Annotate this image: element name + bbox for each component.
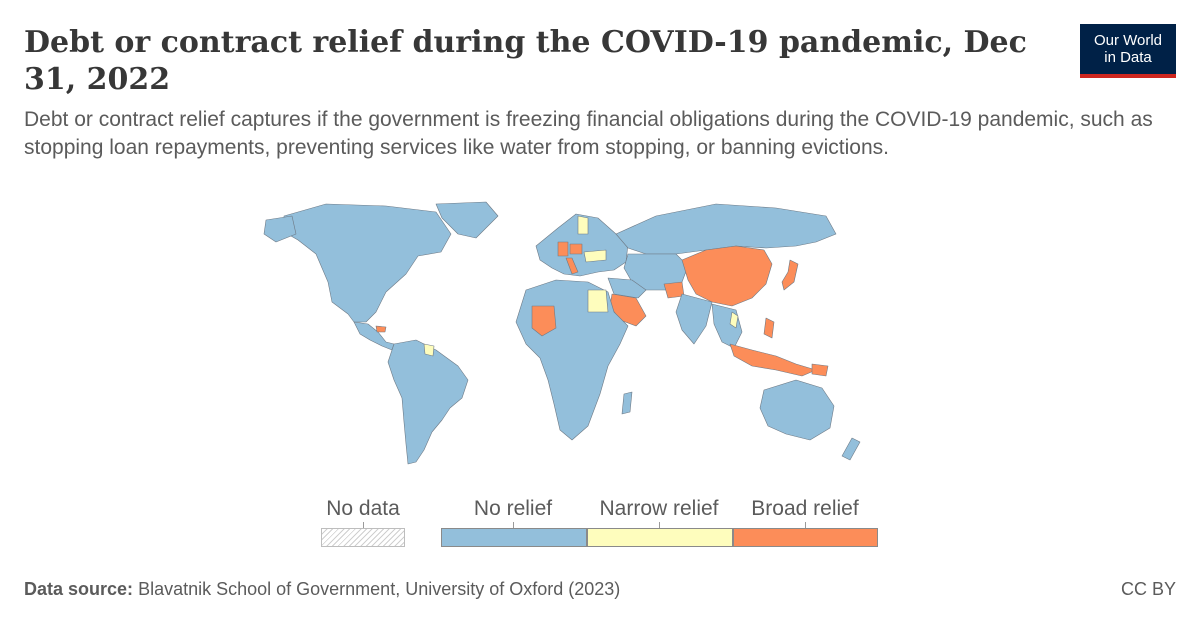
legend-label-no-relief: No relief <box>473 497 553 520</box>
legend-label-broad-relief: Broad relief <box>751 497 859 520</box>
legend-tick-narrow-relief <box>659 522 660 528</box>
south-asia[interactable] <box>675 293 713 345</box>
logo-line-2: in Data <box>1104 49 1152 66</box>
country-japan[interactable] <box>781 259 799 291</box>
country-philippines[interactable] <box>763 317 775 339</box>
legend-label-narrow-relief: Narrow relief <box>599 497 719 520</box>
alaska[interactable] <box>263 215 297 243</box>
world-map[interactable] <box>236 194 876 494</box>
logo-line-1: Our World <box>1093 32 1163 49</box>
country-italy[interactable] <box>565 257 579 275</box>
legend-swatch-broad-relief[interactable] <box>733 528 878 547</box>
data-source: Data source: Blavatnik School of Governm… <box>24 579 620 600</box>
country-papua-new-guinea[interactable] <box>811 363 829 377</box>
data-source-text[interactable]: Blavatnik School of Government, Universi… <box>138 579 621 599</box>
chart-subtitle: Debt or contract relief captures if the … <box>24 108 1153 159</box>
data-source-label: Data source: <box>24 579 134 599</box>
central-america[interactable] <box>353 321 395 351</box>
country-honduras[interactable] <box>375 325 387 333</box>
country-afghanistan[interactable] <box>663 281 685 299</box>
world-map-svg <box>263 201 861 465</box>
owid-logo[interactable]: Our World in Data <box>1080 24 1176 78</box>
russia[interactable] <box>615 203 837 255</box>
country-finland[interactable] <box>577 215 589 235</box>
country-guyana[interactable] <box>423 343 435 357</box>
country-indonesia[interactable] <box>729 343 817 377</box>
country-germany[interactable] <box>557 241 569 257</box>
legend-swatch-no-data[interactable] <box>321 528 405 547</box>
greenland[interactable] <box>435 201 499 239</box>
south-america[interactable] <box>387 339 469 465</box>
country-china[interactable] <box>681 245 773 307</box>
legend-tick-no-data <box>363 522 364 528</box>
legend-tick-broad-relief <box>805 522 806 528</box>
legend-swatch-no-relief[interactable] <box>441 528 587 547</box>
legend-label-no-data: No data <box>326 497 400 520</box>
middle-east[interactable] <box>607 277 647 299</box>
madagascar[interactable] <box>621 391 633 415</box>
chart-title: Debt or contract relief during the COVID… <box>24 25 1027 97</box>
license[interactable]: CC BY <box>1120 579 1176 599</box>
north-america[interactable] <box>283 203 452 323</box>
new-zealand[interactable] <box>841 437 861 461</box>
country-egypt[interactable] <box>587 289 609 313</box>
country-mali[interactable] <box>531 305 557 337</box>
legend-swatch-narrow-relief[interactable] <box>587 528 733 547</box>
africa[interactable] <box>515 279 629 441</box>
legend-tick-no-relief <box>513 522 514 528</box>
country-poland[interactable] <box>569 243 583 255</box>
country-ukraine[interactable] <box>583 249 607 263</box>
southeast-asia[interactable] <box>711 303 743 349</box>
country-australia[interactable] <box>759 379 835 441</box>
country-laos[interactable] <box>729 311 739 329</box>
